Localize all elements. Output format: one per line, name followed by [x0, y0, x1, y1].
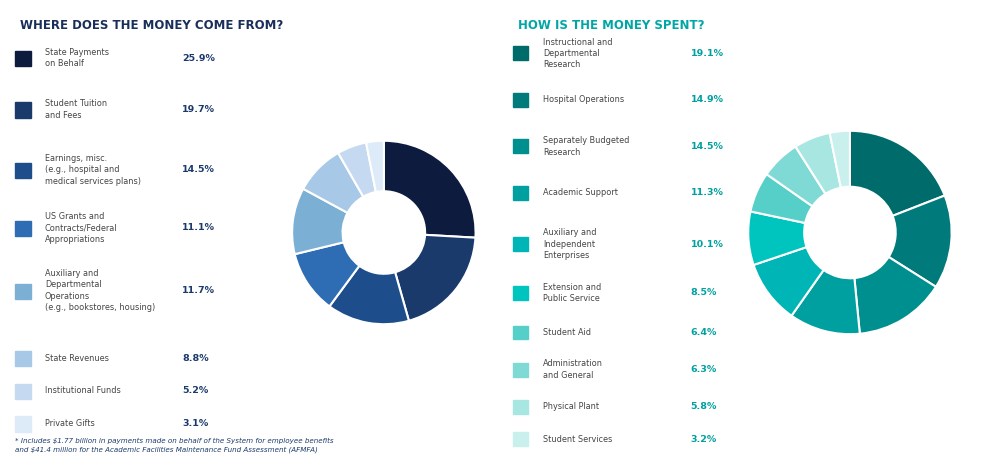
Text: Private Gifts: Private Gifts — [45, 418, 95, 428]
Text: 19.7%: 19.7% — [181, 105, 215, 114]
Text: Administration
and General: Administration and General — [543, 359, 603, 380]
Text: 11.3%: 11.3% — [690, 188, 723, 198]
Bar — [15, 163, 32, 178]
Bar — [513, 237, 528, 251]
Text: Academic Support: Academic Support — [543, 188, 618, 198]
Wedge shape — [303, 153, 363, 213]
Bar — [15, 221, 32, 236]
Text: 11.1%: 11.1% — [181, 223, 215, 232]
Text: Student Aid: Student Aid — [543, 328, 591, 337]
Text: Auxiliary and
Independent
Enterprises: Auxiliary and Independent Enterprises — [543, 228, 597, 260]
Wedge shape — [796, 133, 840, 194]
Text: 3.2%: 3.2% — [690, 435, 717, 444]
Bar — [15, 51, 32, 66]
Wedge shape — [395, 235, 476, 321]
Bar — [513, 93, 528, 107]
Bar — [513, 286, 528, 300]
Text: Extension and
Public Service: Extension and Public Service — [543, 283, 601, 303]
Wedge shape — [849, 131, 945, 216]
Text: 6.3%: 6.3% — [690, 365, 717, 374]
Wedge shape — [329, 266, 409, 324]
Bar — [15, 284, 32, 299]
Wedge shape — [292, 189, 348, 254]
Wedge shape — [295, 242, 359, 306]
Text: 14.5%: 14.5% — [690, 142, 723, 151]
Text: 3.1%: 3.1% — [181, 418, 208, 428]
Bar — [513, 363, 528, 377]
Text: 6.4%: 6.4% — [690, 328, 717, 337]
Wedge shape — [767, 146, 826, 206]
Wedge shape — [754, 247, 824, 316]
Text: Physical Plant: Physical Plant — [543, 402, 599, 412]
Text: State Payments
on Behalf: State Payments on Behalf — [45, 48, 109, 68]
Text: 14.9%: 14.9% — [690, 95, 724, 105]
Text: Student Tuition
and Fees: Student Tuition and Fees — [45, 99, 107, 120]
Bar — [513, 400, 528, 414]
Text: 5.2%: 5.2% — [181, 386, 208, 395]
Text: 10.1%: 10.1% — [690, 239, 723, 249]
Wedge shape — [384, 141, 476, 238]
Text: 14.5%: 14.5% — [181, 165, 214, 174]
Bar — [513, 186, 528, 200]
Text: 8.8%: 8.8% — [181, 353, 208, 363]
Text: US Grants and
Contracts/Federal
Appropriations: US Grants and Contracts/Federal Appropri… — [45, 212, 118, 244]
Text: Hospital Operations: Hospital Operations — [543, 95, 624, 105]
Wedge shape — [338, 142, 376, 197]
Text: 25.9%: 25.9% — [181, 53, 214, 63]
Text: 5.8%: 5.8% — [690, 402, 717, 412]
Text: Institutional Funds: Institutional Funds — [45, 386, 121, 395]
Bar — [15, 102, 32, 118]
Text: HOW IS THE MONEY SPENT?: HOW IS THE MONEY SPENT? — [518, 19, 705, 32]
Text: 19.1%: 19.1% — [690, 49, 724, 58]
Bar — [513, 46, 528, 60]
Wedge shape — [888, 196, 951, 287]
Bar — [513, 326, 528, 339]
Text: 8.5%: 8.5% — [690, 288, 717, 298]
Bar — [513, 140, 528, 153]
Text: Auxiliary and
Departmental
Operations
(e.g., bookstores, housing): Auxiliary and Departmental Operations (e… — [45, 269, 156, 312]
Wedge shape — [751, 174, 813, 223]
Bar — [513, 432, 528, 446]
Text: 11.7%: 11.7% — [181, 286, 215, 295]
Bar — [15, 351, 32, 366]
Wedge shape — [748, 212, 807, 265]
Bar — [15, 416, 32, 432]
Text: WHERE DOES THE MONEY COME FROM?: WHERE DOES THE MONEY COME FROM? — [20, 19, 283, 32]
Wedge shape — [792, 270, 859, 334]
Wedge shape — [830, 131, 850, 188]
Text: Instructional and
Departmental
Research: Instructional and Departmental Research — [543, 38, 613, 69]
Text: Earnings, misc.
(e.g., hospital and
medical services plans): Earnings, misc. (e.g., hospital and medi… — [45, 154, 141, 186]
Text: State Revenues: State Revenues — [45, 353, 109, 363]
Wedge shape — [854, 257, 936, 334]
Wedge shape — [366, 141, 384, 192]
Text: Separately Budgeted
Research: Separately Budgeted Research — [543, 136, 630, 157]
Text: * Includes $1.77 billion in payments made on behalf of the System for employee b: * Includes $1.77 billion in payments mad… — [15, 438, 334, 453]
Text: Student Services: Student Services — [543, 435, 612, 444]
Bar — [15, 384, 32, 399]
